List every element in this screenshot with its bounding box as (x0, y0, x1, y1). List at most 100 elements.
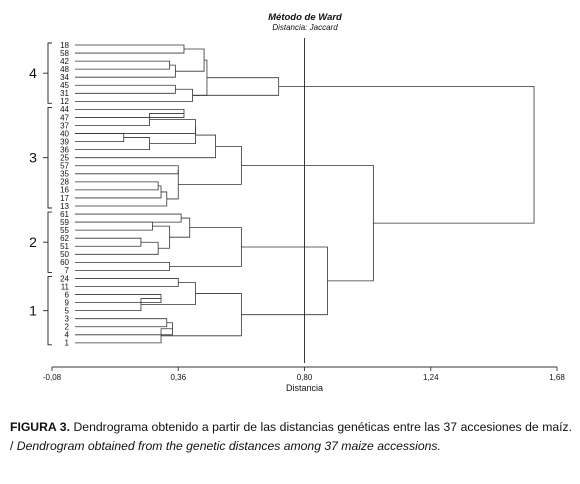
merge-link (175, 48, 205, 72)
merge-link (169, 217, 191, 238)
leaf-label: 5 (65, 306, 70, 315)
merge-link (169, 227, 242, 267)
merge-link (74, 213, 182, 223)
leaf-label: 35 (60, 170, 69, 179)
merge-link (74, 60, 171, 70)
merge-link (192, 77, 280, 96)
merge-link (166, 169, 179, 200)
leaf-label: 12 (60, 97, 69, 106)
merge-link (74, 84, 176, 94)
merge-link (74, 278, 179, 287)
dendrogram-tree: 1858424834453112444737403936255735281617… (60, 38, 535, 363)
group-bracket (43, 106, 52, 209)
merge-link (74, 241, 159, 255)
x-tick-label: 0,36 (170, 373, 186, 382)
leaf-label: 7 (65, 266, 70, 275)
x-tick-label: -0,08 (43, 373, 62, 382)
leaf-label: 1 (65, 339, 70, 348)
leaf-label: 39 (60, 137, 69, 146)
merge-link (74, 137, 150, 151)
merge-link (74, 88, 193, 102)
group-bracket (43, 42, 52, 104)
leaf-label: 37 (60, 121, 69, 130)
leaf-label: 2 (65, 323, 70, 332)
leaf-label: 18 (60, 41, 69, 50)
merge-link (149, 126, 196, 145)
leaf-label: 4 (65, 331, 70, 340)
merge-link (74, 165, 179, 175)
leaf-label: 11 (61, 282, 70, 291)
leaf-label: 25 (60, 154, 69, 163)
leaf-label: 42 (60, 57, 69, 66)
leaf-label: 28 (60, 178, 69, 187)
merge-link (74, 64, 176, 78)
leaf-label: 34 (60, 73, 69, 82)
merge-link (241, 246, 328, 316)
group-label: 3 (29, 150, 37, 166)
merge-link (74, 191, 168, 207)
group-label: 4 (29, 65, 37, 81)
merge-link (74, 221, 153, 231)
x-tick-label: 0,80 (297, 373, 313, 382)
x-tick-label: 1,24 (423, 373, 439, 382)
x-axis-label: Distancia (286, 383, 323, 393)
caption-text: Dendrograma obtenido a partir de las dis… (10, 420, 572, 453)
leaf-label: 51 (60, 242, 69, 251)
leaf-label: 62 (60, 234, 69, 243)
merge-link (74, 134, 216, 159)
leaf-label: 50 (60, 250, 69, 259)
leaf-label: 47 (60, 113, 69, 122)
group-bracket (43, 211, 52, 273)
leaf-label: 9 (65, 298, 70, 307)
merge-link (74, 44, 185, 54)
leaf-label: 59 (60, 218, 69, 227)
figure-caption: FIGURA 3. Dendrograma obtenido a partir … (10, 418, 572, 456)
group-label: 2 (29, 234, 37, 250)
caption-english: Dendrogram obtained from the genetic dis… (16, 439, 441, 453)
merge-link (74, 181, 159, 191)
leaf-label: 45 (60, 81, 69, 90)
leaf-label: 58 (60, 49, 69, 58)
leaf-label: 6 (65, 290, 70, 299)
leaf-label: 17 (60, 194, 69, 203)
x-tick-label: 1,68 (549, 373, 565, 382)
merge-link (178, 145, 242, 185)
merge-link (74, 318, 168, 328)
chart-header: Método de Ward Distancia: Jaccard (268, 12, 342, 32)
merge-link (241, 164, 374, 282)
leaf-label: 40 (60, 129, 69, 138)
leaf-label: 24 (60, 274, 69, 283)
merge-link (74, 322, 173, 336)
leaf-label: 16 (60, 186, 69, 195)
merge-link (74, 237, 142, 247)
group-bracket (43, 276, 52, 346)
leaf-label: 44 (60, 105, 69, 114)
leaf-label: 36 (60, 145, 69, 154)
leaf-label: 61 (60, 210, 69, 219)
merge-link (74, 328, 173, 344)
merge-link (161, 293, 242, 337)
merge-link (74, 185, 162, 199)
merge-link (140, 282, 196, 306)
group-label: 1 (29, 303, 37, 319)
leaf-label: 57 (60, 162, 69, 171)
merge-link (74, 261, 171, 271)
leaf-label: 3 (65, 315, 70, 324)
chart-title: Método de Ward (268, 12, 342, 23)
merge-link (74, 133, 125, 142)
merge-link (278, 86, 535, 224)
chart-subtitle: Distancia: Jaccard (272, 23, 338, 32)
merge-link (152, 225, 171, 249)
merge-link (192, 59, 208, 96)
x-axis: -0,08 0,36 0,80 1,24 1,68 Distancia (43, 366, 565, 393)
merge-link (74, 119, 196, 134)
caption-label: FIGURA 3. (10, 420, 70, 434)
merge-link (74, 109, 185, 118)
leaf-label: 13 (60, 202, 69, 211)
leaf-label: 48 (60, 65, 69, 74)
group-brackets: 4 3 2 1 (29, 42, 52, 346)
leaf-label: 31 (60, 89, 69, 98)
leaf-label: 60 (60, 258, 69, 267)
leaf-label: 55 (60, 226, 69, 235)
